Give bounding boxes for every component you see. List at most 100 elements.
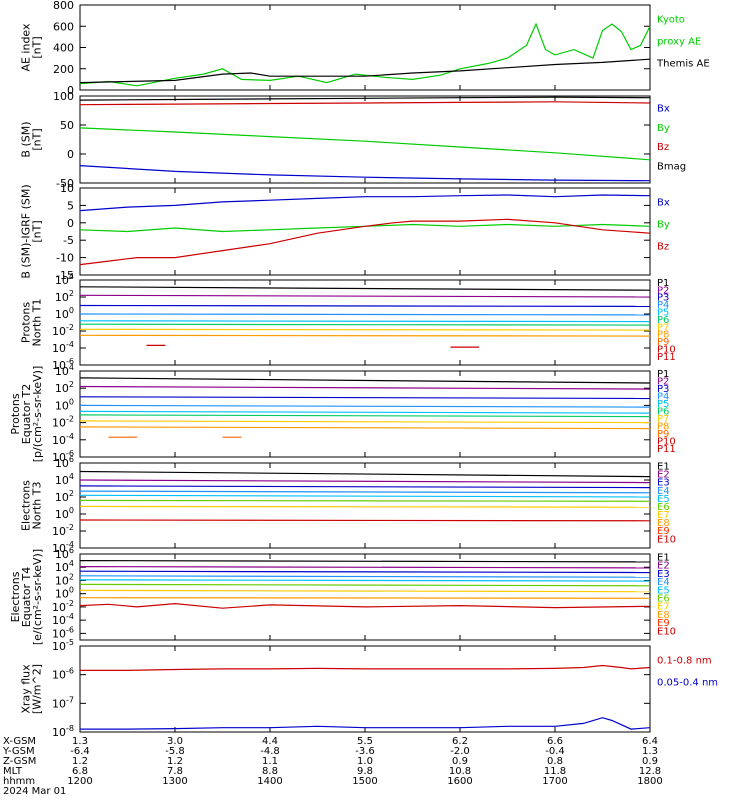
series-line (79, 223, 651, 233)
series-line (79, 194, 651, 212)
legend-entry: P5 (657, 399, 669, 410)
ephemeris-value: 5.5 (357, 736, 373, 747)
series-line (79, 313, 651, 316)
y-tick-label: 10-2 (52, 415, 74, 430)
y-axis-label: Xray flux (20, 664, 33, 714)
ephemeris-label: 2024 Mar 01 (3, 786, 66, 797)
y-tick-label: -50 (56, 177, 74, 190)
ephemeris-value: 1.2 (72, 756, 88, 767)
series-line (79, 165, 651, 182)
series-line (79, 328, 651, 331)
series-line (79, 597, 651, 599)
y-axis-label: Electrons (20, 480, 33, 531)
ephemeris-value: 0.8 (547, 756, 563, 767)
y-axis-label: Protons (9, 393, 22, 434)
ephemeris-value: -6.4 (70, 746, 90, 757)
series-line (79, 410, 651, 414)
ephemeris-value: 8.8 (262, 766, 278, 777)
y-tick-label: 102 (55, 289, 74, 304)
panel-frame (79, 4, 651, 91)
ephemeris-value: 1.3 (72, 736, 88, 747)
series-line (79, 22, 651, 87)
ephemeris-value: 1.1 (262, 756, 278, 767)
y-tick-label: 10-5 (52, 638, 74, 653)
y-tick-label: 5 (67, 199, 74, 212)
ephemeris-value: 10.8 (449, 766, 471, 777)
y-axis-label: Equator T4 (20, 567, 33, 627)
legend-entry: E3 (657, 478, 670, 489)
y-tick-label: 10-6 (52, 625, 74, 640)
y-tick-label: 104 (55, 363, 74, 378)
legend-entry: E5 (657, 585, 670, 596)
y-tick-label: 0 (67, 148, 74, 161)
legend-entry: E1 (657, 461, 670, 472)
y-tick-label: 0 (67, 217, 74, 230)
panel-frame (79, 279, 651, 366)
series-line (79, 304, 651, 307)
ephemeris-value: 12.8 (639, 766, 661, 777)
series-line (79, 323, 651, 326)
ephemeris-value: 1300 (162, 776, 187, 787)
ephemeris-value: 7.8 (167, 766, 183, 777)
series-line (79, 583, 651, 587)
y-axis-label: Equator T2 (20, 384, 33, 444)
y-axis-label: [nT] (31, 220, 44, 242)
y-axis-label: B (SM)-IGRF (SM) (20, 184, 33, 278)
legend-entry: E2 (657, 561, 670, 572)
y-axis-label: [nT] (31, 128, 44, 150)
ephemeris-label: Y-GSM (2, 746, 35, 757)
legend-entry: E2 (657, 470, 670, 481)
series-line (79, 505, 651, 508)
ephemeris-value: 1800 (637, 776, 662, 787)
series-line (79, 218, 651, 266)
legend-entry: E5 (657, 494, 670, 505)
legend-entry: By (657, 220, 670, 231)
ephemeris-value: 9.8 (357, 766, 373, 777)
legend-entry: E3 (657, 569, 670, 580)
y-tick-label: 106 (55, 546, 74, 561)
legend-entry: P1 (657, 369, 669, 380)
ephemeris-value: 1.2 (167, 756, 183, 767)
legend-entry: 0.1-0.8 nm (657, 656, 712, 667)
legend-entry: E7 (657, 602, 670, 613)
ephemeris-value: 6.2 (452, 736, 468, 747)
ephemeris-value: 1.0 (357, 756, 373, 767)
ephemeris-value: -0.4 (545, 746, 565, 757)
series-line (79, 579, 651, 582)
ephemeris-value: 0.9 (452, 756, 468, 767)
panel-frame (79, 645, 651, 733)
legend-entry: P7 (657, 414, 669, 425)
legend-entry: E1 (657, 553, 670, 564)
ephemeris-value: -2.0 (450, 746, 470, 757)
legend-entry: Bz (657, 142, 669, 153)
y-tick-label: 800 (53, 0, 74, 12)
series-line (79, 420, 651, 424)
legend-entry: P8 (657, 330, 669, 341)
y-axis-label: [p/(cm²-s-sr-keV)] (31, 366, 44, 463)
y-tick-label: 102 (55, 380, 74, 395)
legend-entry: P1 (657, 278, 669, 289)
y-axis-label: B (SM) (20, 121, 33, 157)
y-tick-label: 104 (55, 559, 74, 574)
legend-entry: E9 (657, 618, 670, 629)
y-tick-label: 50 (60, 119, 74, 132)
series-line (79, 286, 651, 291)
y-tick-label: 100 (55, 506, 74, 521)
legend-entry: E6 (657, 502, 670, 513)
y-tick-label: 10-8 (52, 724, 74, 739)
ephemeris-value: 6.6 (547, 736, 563, 747)
series-line (79, 396, 651, 400)
legend-entry: E10 (657, 626, 676, 637)
y-tick-label: 10 (60, 182, 74, 195)
y-axis-label: [nT] (31, 36, 44, 58)
y-tick-label: 10-2 (52, 599, 74, 614)
legend-entry: P7 (657, 322, 669, 333)
y-axis-label: North T1 (31, 299, 44, 347)
series-line (79, 570, 651, 574)
y-axis-label: North T3 (31, 482, 44, 530)
ephemeris-value: -4.8 (260, 746, 280, 757)
series-line (79, 494, 651, 498)
ephemeris-value: 3.0 (167, 736, 183, 747)
legend-entry: P6 (657, 315, 669, 326)
legend-entry: P8 (657, 421, 669, 432)
